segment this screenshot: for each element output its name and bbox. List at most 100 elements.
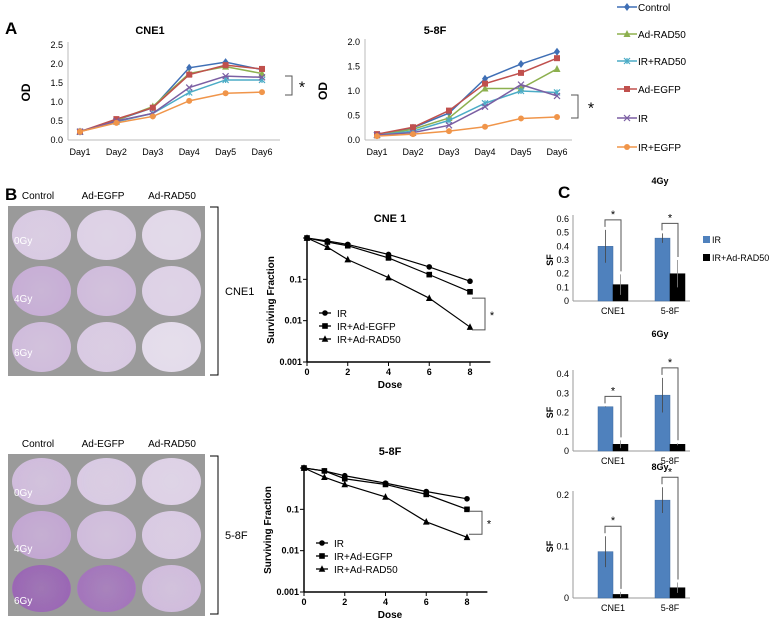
x-tick-label: Day1 xyxy=(69,147,90,157)
colony-plate xyxy=(12,210,71,260)
colony-plates-cne1 xyxy=(8,206,205,376)
plate-row-label: 0Gy xyxy=(14,488,32,499)
significance-bracket xyxy=(604,525,622,589)
significance-bracket xyxy=(472,297,486,331)
x-tick-label: 2 xyxy=(342,597,347,607)
legend-marker xyxy=(623,114,631,122)
data-point xyxy=(464,506,470,513)
significance-asterisk: * xyxy=(611,385,616,397)
data-point xyxy=(185,84,193,91)
colony-plate xyxy=(77,511,136,559)
data-point xyxy=(344,255,352,263)
data-point xyxy=(385,273,392,281)
y-tick-label: 0 xyxy=(564,593,569,603)
data-point xyxy=(300,464,308,471)
data-point xyxy=(321,468,328,474)
y-tick-label: 0.2 xyxy=(556,490,569,500)
x-tick-label: Day6 xyxy=(251,147,272,157)
legend-label: Ad-EGFP xyxy=(638,85,681,96)
significance-asterisk: * xyxy=(299,80,305,97)
bar-ir-ad-rad50 xyxy=(669,444,686,452)
significance-bracket xyxy=(604,395,622,438)
panel-label-a: A xyxy=(5,19,17,38)
significance-bracket xyxy=(571,94,579,119)
data-point xyxy=(303,234,311,241)
x-tick-label: CNE1 xyxy=(601,306,625,316)
data-point xyxy=(445,116,453,124)
colony-plate xyxy=(12,511,71,559)
data-point xyxy=(113,119,120,126)
y-tick-label: 0.6 xyxy=(556,214,569,224)
y-tick-label: 0 xyxy=(564,296,569,306)
x-tick-label: 5-8F xyxy=(661,603,680,613)
data-point xyxy=(518,60,524,69)
x-tick-label: Day3 xyxy=(438,147,459,157)
colony-plate xyxy=(12,564,71,612)
x-tick-label: 2 xyxy=(345,367,350,377)
x-tick-label: CNE1 xyxy=(601,456,625,466)
survival-curve xyxy=(306,237,471,328)
data-point xyxy=(482,80,488,87)
data-point xyxy=(481,103,489,111)
data-point xyxy=(425,294,433,301)
colony-plate xyxy=(77,266,136,316)
significance-bracket xyxy=(469,510,483,535)
x-tick-label: 5-8F xyxy=(661,456,680,466)
legend-marker xyxy=(319,553,325,559)
significance-asterisk: * xyxy=(668,466,673,478)
colony-plate xyxy=(77,564,136,612)
legend-marker xyxy=(322,310,328,316)
data-point xyxy=(259,65,265,72)
legend-label: IR+Ad-EGFP xyxy=(334,552,393,563)
x-tick-label: Day6 xyxy=(546,147,567,157)
legend-label: IR+Ad-RAD50 xyxy=(337,335,401,346)
colony-plate xyxy=(12,458,71,506)
survival-chart-cne1-title: CNE 1 xyxy=(374,213,406,225)
series-line-ir xyxy=(79,75,263,133)
y-tick-label: 1.0 xyxy=(50,97,63,107)
data-point xyxy=(446,128,452,135)
data-point xyxy=(554,113,560,120)
data-point xyxy=(186,97,193,104)
legend-marker xyxy=(624,144,630,150)
x-tick-label: Day5 xyxy=(510,147,531,157)
x-tick-label: 0 xyxy=(304,367,309,377)
colony-plate xyxy=(77,322,136,372)
legend-swatch xyxy=(703,236,710,243)
survival-curve xyxy=(306,237,471,282)
y-tick-label: 0.3 xyxy=(556,388,569,398)
data-point xyxy=(518,115,524,122)
y-tick-label: 0.2 xyxy=(556,408,569,418)
legend-label: IR+EGFP xyxy=(638,143,681,154)
data-point xyxy=(467,278,473,285)
y-tick-label: 0.2 xyxy=(556,269,569,279)
growth-chart-cne1-ylabel: OD xyxy=(19,83,33,101)
survival-chart-cne1-xlabel: Dose xyxy=(378,380,403,391)
x-tick-label: CNE1 xyxy=(601,603,625,613)
plate-column-header: Ad-EGFP xyxy=(82,191,125,202)
legend-marker xyxy=(624,3,630,11)
significance-bracket xyxy=(661,476,679,580)
bar-ir xyxy=(654,499,671,599)
data-point xyxy=(324,243,331,250)
colony-plate xyxy=(142,210,201,260)
survival-chart-5-8f-ylabel: Surviving Fraction xyxy=(263,486,274,574)
survival-curve xyxy=(303,467,468,538)
data-point xyxy=(410,131,416,138)
data-point xyxy=(113,116,120,123)
series-line-ir-rad50 xyxy=(376,90,558,136)
growth-chart-5-8f-ylabel: OD xyxy=(316,82,330,100)
plate-column-header: Control xyxy=(22,439,54,450)
x-tick-label: 8 xyxy=(467,367,472,377)
legend-marker xyxy=(321,335,329,342)
y-tick-label: 0.5 xyxy=(50,116,63,126)
legend-label: IR xyxy=(334,539,344,550)
significance-asterisk: * xyxy=(588,101,594,118)
y-tick-label: 2.0 xyxy=(50,59,63,69)
plate-row-label: 4Gy xyxy=(14,544,32,555)
data-point xyxy=(554,55,560,62)
x-tick-label: Day2 xyxy=(402,147,423,157)
data-point xyxy=(185,89,193,96)
legend-marker xyxy=(322,323,328,329)
growth-chart-5-8f-title: 5-8F xyxy=(424,25,447,37)
